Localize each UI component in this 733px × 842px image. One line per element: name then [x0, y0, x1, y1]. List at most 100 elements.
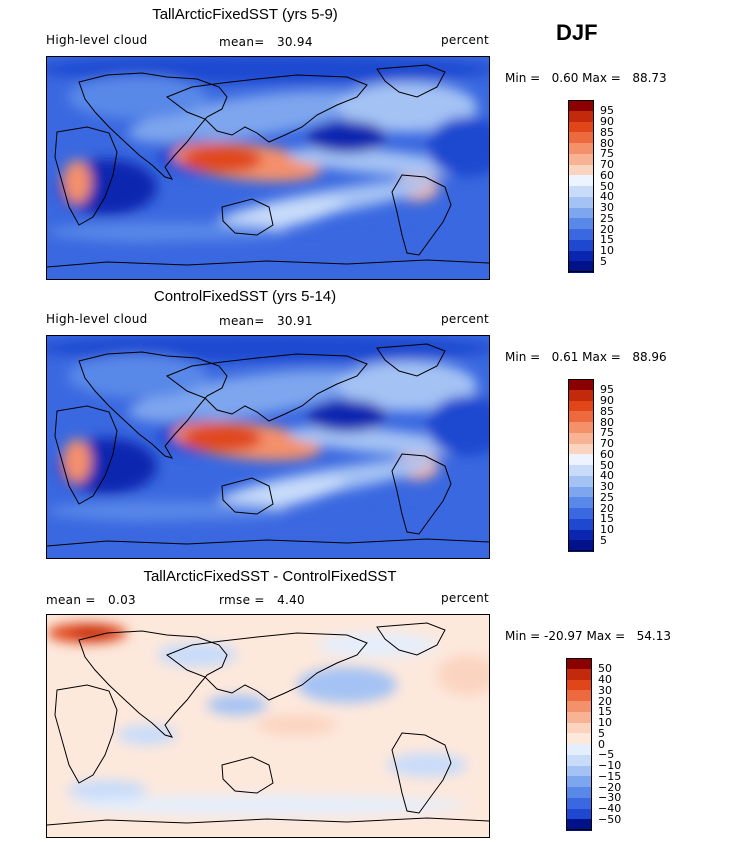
colorbar2-swatch-6: [568, 443, 594, 455]
colorbar3-swatch-2: [566, 679, 592, 691]
colorbar1-swatch-14: [568, 250, 594, 262]
colorbar3-tick-13: −40: [598, 802, 622, 815]
colorbar2-swatch-11: [568, 497, 594, 509]
panel1-units: percent: [441, 33, 490, 47]
panel2-max-value: 88.96: [632, 350, 667, 364]
colorbar1-swatch-13: [568, 239, 594, 251]
colorbar1-tick-7: 50: [600, 179, 614, 193]
colorbar2-swatch-8: [568, 465, 594, 477]
panel2-variable: High-level cloud: [46, 312, 148, 326]
colorbar3-swatch-10: [566, 765, 592, 777]
colorbar2-swatch-3: [568, 411, 594, 423]
colorbar1-swatch-15: [568, 261, 594, 273]
colorbar1-tick-4: 75: [600, 147, 614, 161]
colorbar3-swatch-4: [566, 701, 592, 713]
panel2-min-label: Min =: [505, 350, 541, 364]
colorbar1-tick-1: 90: [600, 115, 614, 128]
map2-coastline-3: [165, 353, 368, 422]
colorbar2-tick-6: 60: [600, 447, 614, 461]
colorbar2-swatch-14: [568, 529, 594, 541]
colorbar1-tick-13: 10: [600, 244, 614, 257]
colorbar3-tick-10: −15: [598, 769, 622, 783]
panel1-min-value: 0.60: [551, 71, 579, 85]
colorbar3-swatch-1: [566, 668, 592, 680]
map1-coastline-0: [78, 72, 228, 180]
colorbar3-tick-3: 20: [598, 694, 612, 708]
panel3-min-label: Min =: [505, 629, 541, 643]
colorbar2-swatch-12: [568, 508, 594, 520]
colorbar2-swatch-9: [568, 475, 594, 487]
panel1-mean-value: 30.94: [276, 35, 313, 49]
map3-coastline-4: [54, 684, 118, 784]
colorbar1-tick-0: 95: [600, 104, 614, 118]
colorbar2-swatch-2: [568, 400, 594, 412]
colorbar3-tick-7: 0: [598, 737, 605, 751]
colorbar3-swatch-12: [566, 787, 592, 799]
colorbar1-swatch-7: [568, 175, 594, 187]
colorbar3-swatch-9: [566, 754, 592, 766]
colorbar1-swatch-9: [568, 196, 594, 208]
panel1-min-label: Min =: [505, 71, 541, 85]
colorbar1-tick-2: 85: [600, 125, 614, 139]
colorbar2-tick-13: 10: [600, 523, 614, 536]
map2-coastline-0: [78, 351, 228, 459]
colorbar1-tick-14: 5: [600, 254, 607, 268]
colorbar1-swatch-0: [568, 100, 594, 112]
panel2-mean-value: 30.91: [276, 314, 313, 328]
panel1-max-label: Max =: [582, 71, 621, 85]
colorbar3-swatch-0: [566, 658, 592, 670]
map2-coastline-5: [221, 477, 274, 515]
colorbar3-swatch-11: [566, 776, 592, 788]
colorbar1-swatch-10: [568, 207, 594, 219]
season-label: DJF: [556, 20, 598, 45]
colorbar3-swatch-15: [566, 819, 592, 831]
colorbar2-tick-5: 70: [600, 437, 614, 450]
map1-coastline-3: [165, 74, 368, 143]
colorbar1-swatch-5: [568, 153, 594, 165]
map3-coastline-6: [47, 817, 489, 826]
colorbar2-swatch-4: [568, 422, 594, 434]
colorbar1-tick-8: 40: [600, 190, 614, 204]
colorbar2-swatch-15: [568, 540, 594, 552]
map2-coastline-6: [47, 538, 489, 547]
panel3-map: [46, 614, 490, 838]
colorbar1-swatch-8: [568, 186, 594, 198]
colorbar1-swatch-2: [568, 121, 594, 133]
colorbar2-tick-7: 50: [600, 458, 614, 472]
colorbar3-tick-2: 30: [598, 683, 612, 697]
colorbar2-tick-3: 80: [600, 415, 614, 429]
colorbar1-tick-10: 25: [600, 211, 614, 225]
colorbar3-tick-1: 40: [598, 673, 612, 686]
map3-coastline-5: [221, 756, 274, 794]
colorbar2-swatch-13: [568, 518, 594, 530]
colorbar2-tick-9: 30: [600, 480, 614, 493]
map2-coastline-4: [54, 405, 118, 505]
panel1-max-value: 88.73: [632, 71, 667, 85]
colorbar2-tick-1: 90: [600, 394, 614, 407]
panel2-max-label: Max =: [582, 350, 621, 364]
panel3-units: percent: [441, 591, 490, 605]
colorbar1-tick-9: 30: [600, 201, 614, 214]
panel3-mean-value: 0.03: [108, 593, 136, 607]
panel3-max-value: 54.13: [636, 629, 672, 643]
colorbar3-tick-9: −10: [598, 759, 622, 772]
colorbar3-tick-12: −30: [598, 791, 622, 805]
panel1-variable: High-level cloud: [46, 33, 148, 47]
panel2-units: percent: [441, 312, 490, 326]
map2-coastline-2: [391, 453, 452, 535]
map3-coastline-3: [165, 632, 368, 701]
colorbar2-swatch-0: [568, 379, 594, 391]
colorbar2-swatch-7: [568, 454, 594, 466]
colorbar2-swatch-1: [568, 389, 594, 401]
panel3-title: TallArcticFixedSST - ControlFixedSST: [143, 568, 397, 585]
colorbar3-swatch-5: [566, 711, 592, 723]
map1-coastline-2: [391, 174, 452, 256]
colorbar1-tick-6: 60: [600, 168, 614, 182]
colorbar3-swatch-13: [566, 797, 592, 809]
colorbar1-swatch-12: [568, 229, 594, 241]
colorbar2-swatch-10: [568, 486, 594, 498]
colorbar2-tick-0: 95: [600, 383, 614, 397]
panel1-mean-label: mean=: [219, 35, 265, 49]
panel2-map: [46, 335, 490, 559]
panel3-min-value: -20.97: [544, 629, 583, 643]
